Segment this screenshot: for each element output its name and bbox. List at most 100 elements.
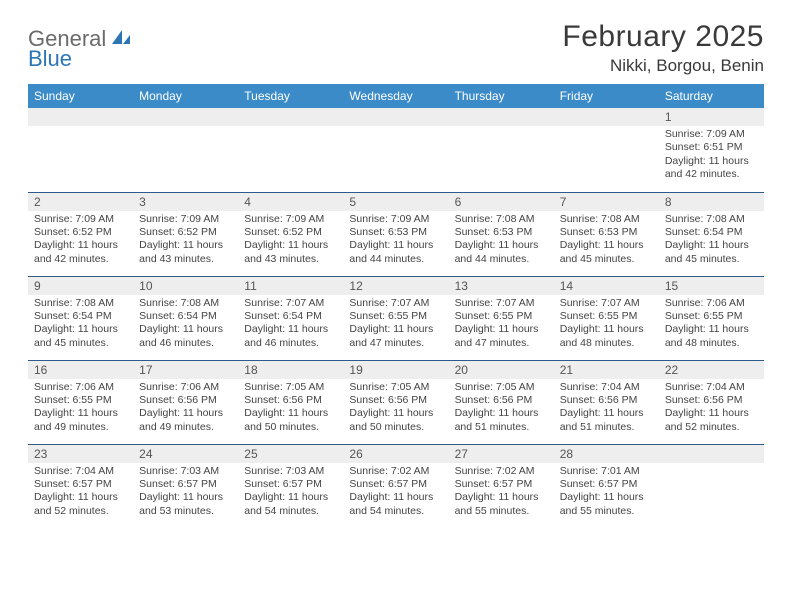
title-block: February 2025 Nikki, Borgou, Benin (562, 20, 764, 76)
calendar-cell: 4Sunrise: 7:09 AMSunset: 6:52 PMDaylight… (238, 192, 343, 276)
day-details: Sunrise: 7:06 AMSunset: 6:55 PMDaylight:… (659, 295, 764, 354)
calendar-cell: 5Sunrise: 7:09 AMSunset: 6:53 PMDaylight… (343, 192, 448, 276)
day-number (659, 445, 764, 463)
day-detail-line: Sunrise: 7:03 AM (244, 465, 339, 478)
day-detail-line: Daylight: 11 hours and 51 minutes. (455, 407, 550, 434)
day-detail-line: Daylight: 11 hours and 50 minutes. (244, 407, 339, 434)
day-detail-line: Sunset: 6:56 PM (665, 394, 760, 407)
day-detail-line: Sunrise: 7:04 AM (34, 465, 129, 478)
day-detail-line: Sunrise: 7:06 AM (34, 381, 129, 394)
day-detail-line: Sunset: 6:51 PM (665, 141, 760, 154)
day-detail-line: Daylight: 11 hours and 42 minutes. (34, 239, 129, 266)
day-detail-line: Daylight: 11 hours and 43 minutes. (244, 239, 339, 266)
calendar-cell: 15Sunrise: 7:06 AMSunset: 6:55 PMDayligh… (659, 276, 764, 360)
day-detail-line: Daylight: 11 hours and 49 minutes. (34, 407, 129, 434)
day-detail-line: Sunrise: 7:07 AM (560, 297, 655, 310)
weekday-header: Monday (133, 84, 238, 108)
day-number: 25 (238, 445, 343, 463)
day-detail-line: Sunrise: 7:05 AM (455, 381, 550, 394)
day-detail-line: Sunset: 6:55 PM (34, 394, 129, 407)
day-detail-line: Daylight: 11 hours and 52 minutes. (665, 407, 760, 434)
calendar-cell: 6Sunrise: 7:08 AMSunset: 6:53 PMDaylight… (449, 192, 554, 276)
location-label: Nikki, Borgou, Benin (562, 56, 764, 76)
calendar-cell: 21Sunrise: 7:04 AMSunset: 6:56 PMDayligh… (554, 360, 659, 444)
weekday-header: Thursday (449, 84, 554, 108)
calendar-cell: 28Sunrise: 7:01 AMSunset: 6:57 PMDayligh… (554, 444, 659, 528)
day-number: 27 (449, 445, 554, 463)
day-number: 18 (238, 361, 343, 379)
day-number (238, 108, 343, 126)
day-detail-line: Sunset: 6:54 PM (244, 310, 339, 323)
day-detail-line: Daylight: 11 hours and 46 minutes. (139, 323, 234, 350)
day-detail-line: Daylight: 11 hours and 44 minutes. (349, 239, 444, 266)
day-detail-line: Sunset: 6:57 PM (244, 478, 339, 491)
day-detail-line: Sunset: 6:56 PM (244, 394, 339, 407)
day-detail-line: Daylight: 11 hours and 51 minutes. (560, 407, 655, 434)
day-details: Sunrise: 7:09 AMSunset: 6:53 PMDaylight:… (343, 211, 448, 270)
day-number: 7 (554, 193, 659, 211)
day-number (449, 108, 554, 126)
day-details: Sunrise: 7:08 AMSunset: 6:54 PMDaylight:… (659, 211, 764, 270)
day-number (28, 108, 133, 126)
weekday-header: Saturday (659, 84, 764, 108)
day-detail-line: Daylight: 11 hours and 48 minutes. (560, 323, 655, 350)
calendar-cell: 13Sunrise: 7:07 AMSunset: 6:55 PMDayligh… (449, 276, 554, 360)
day-detail-line: Sunrise: 7:08 AM (34, 297, 129, 310)
day-detail-line: Daylight: 11 hours and 54 minutes. (349, 491, 444, 518)
calendar-page: General February 2025 Nikki, Borgou, Ben… (0, 0, 792, 538)
day-detail-line: Daylight: 11 hours and 55 minutes. (455, 491, 550, 518)
day-details: Sunrise: 7:04 AMSunset: 6:57 PMDaylight:… (28, 463, 133, 522)
day-details: Sunrise: 7:07 AMSunset: 6:55 PMDaylight:… (554, 295, 659, 354)
day-number: 21 (554, 361, 659, 379)
calendar-cell: 1Sunrise: 7:09 AMSunset: 6:51 PMDaylight… (659, 108, 764, 192)
weekday-header: Sunday (28, 84, 133, 108)
calendar-cell (659, 444, 764, 528)
page-header: General February 2025 Nikki, Borgou, Ben… (28, 20, 764, 76)
day-detail-line: Daylight: 11 hours and 46 minutes. (244, 323, 339, 350)
day-details: Sunrise: 7:07 AMSunset: 6:55 PMDaylight:… (449, 295, 554, 354)
day-detail-line: Daylight: 11 hours and 49 minutes. (139, 407, 234, 434)
day-detail-line: Sunrise: 7:06 AM (139, 381, 234, 394)
day-details: Sunrise: 7:03 AMSunset: 6:57 PMDaylight:… (238, 463, 343, 522)
day-details: Sunrise: 7:06 AMSunset: 6:55 PMDaylight:… (28, 379, 133, 438)
day-details: Sunrise: 7:05 AMSunset: 6:56 PMDaylight:… (238, 379, 343, 438)
day-detail-line: Sunrise: 7:08 AM (560, 213, 655, 226)
day-detail-line: Sunrise: 7:08 AM (665, 213, 760, 226)
day-number: 14 (554, 277, 659, 295)
weekday-header: Wednesday (343, 84, 448, 108)
calendar-cell (238, 108, 343, 192)
day-details: Sunrise: 7:09 AMSunset: 6:51 PMDaylight:… (659, 126, 764, 185)
day-detail-line: Daylight: 11 hours and 47 minutes. (455, 323, 550, 350)
calendar-cell: 12Sunrise: 7:07 AMSunset: 6:55 PMDayligh… (343, 276, 448, 360)
day-detail-line: Daylight: 11 hours and 43 minutes. (139, 239, 234, 266)
day-number: 19 (343, 361, 448, 379)
day-details: Sunrise: 7:08 AMSunset: 6:54 PMDaylight:… (28, 295, 133, 354)
day-number: 24 (133, 445, 238, 463)
day-details: Sunrise: 7:04 AMSunset: 6:56 PMDaylight:… (659, 379, 764, 438)
day-detail-line: Daylight: 11 hours and 54 minutes. (244, 491, 339, 518)
calendar-cell (343, 108, 448, 192)
day-detail-line: Daylight: 11 hours and 47 minutes. (349, 323, 444, 350)
day-detail-line: Sunset: 6:53 PM (349, 226, 444, 239)
calendar-cell: 22Sunrise: 7:04 AMSunset: 6:56 PMDayligh… (659, 360, 764, 444)
day-number: 23 (28, 445, 133, 463)
day-details: Sunrise: 7:09 AMSunset: 6:52 PMDaylight:… (28, 211, 133, 270)
day-detail-line: Sunrise: 7:01 AM (560, 465, 655, 478)
day-detail-line: Daylight: 11 hours and 45 minutes. (34, 323, 129, 350)
calendar-cell: 8Sunrise: 7:08 AMSunset: 6:54 PMDaylight… (659, 192, 764, 276)
day-detail-line: Daylight: 11 hours and 44 minutes. (455, 239, 550, 266)
day-details: Sunrise: 7:03 AMSunset: 6:57 PMDaylight:… (133, 463, 238, 522)
day-detail-line: Sunrise: 7:02 AM (349, 465, 444, 478)
calendar-cell (133, 108, 238, 192)
calendar-cell: 2Sunrise: 7:09 AMSunset: 6:52 PMDaylight… (28, 192, 133, 276)
day-number: 26 (343, 445, 448, 463)
day-details: Sunrise: 7:09 AMSunset: 6:52 PMDaylight:… (238, 211, 343, 270)
day-detail-line: Sunrise: 7:03 AM (139, 465, 234, 478)
day-number: 6 (449, 193, 554, 211)
calendar-cell: 7Sunrise: 7:08 AMSunset: 6:53 PMDaylight… (554, 192, 659, 276)
day-number: 8 (659, 193, 764, 211)
calendar-week-row: 2Sunrise: 7:09 AMSunset: 6:52 PMDaylight… (28, 192, 764, 276)
day-detail-line: Daylight: 11 hours and 52 minutes. (34, 491, 129, 518)
calendar-cell: 25Sunrise: 7:03 AMSunset: 6:57 PMDayligh… (238, 444, 343, 528)
day-detail-line: Sunset: 6:53 PM (455, 226, 550, 239)
